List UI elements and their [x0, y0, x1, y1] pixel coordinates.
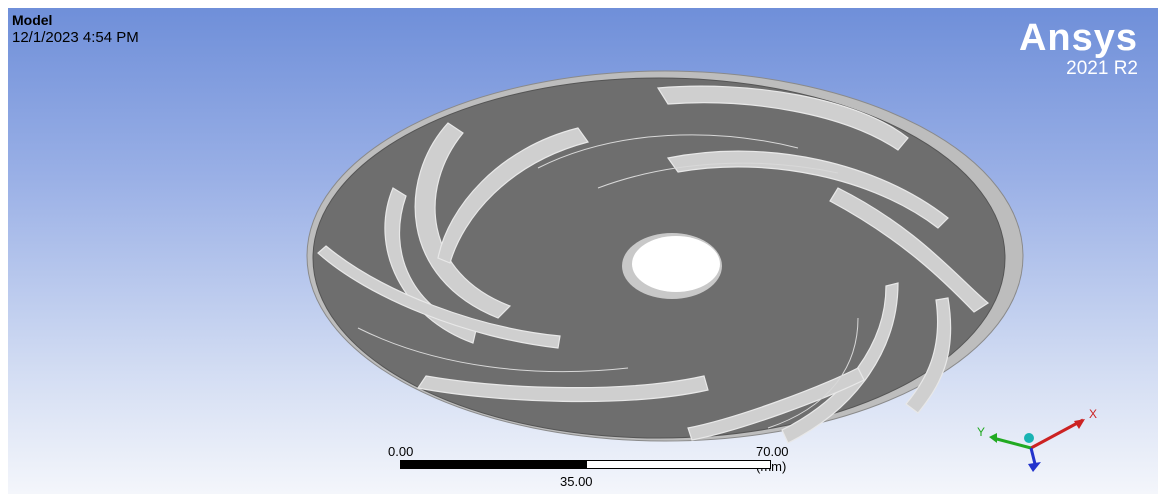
blade-7 — [666, 150, 949, 229]
model-title: Model — [12, 12, 53, 28]
hub-hole — [632, 236, 720, 292]
blade-9 — [781, 282, 899, 444]
coordinate-triad[interactable]: X Y — [973, 396, 1113, 476]
triad-x-label: X — [1089, 407, 1097, 421]
brand-version: 2021 R2 — [1066, 58, 1138, 79]
blade-5 — [317, 245, 561, 349]
blade-2 — [414, 122, 512, 319]
blade-6 — [416, 375, 709, 403]
triad-y-label: Y — [977, 425, 985, 439]
scale-end-label: 70.00 (mm) — [756, 444, 789, 474]
scale-bar: 0.00 70.00 (mm) 35.00 — [388, 444, 808, 494]
triad-origin — [1024, 433, 1034, 443]
brand-name: Ansys — [1018, 17, 1138, 59]
blade-4 — [437, 127, 589, 264]
blade-8 — [829, 187, 990, 313]
scale-segment-light — [586, 460, 771, 469]
graphics-viewport[interactable]: Model 12/1/2023 4:54 PM Ansys 2021 R2 — [8, 8, 1158, 494]
ansys-logo: Ansys 2021 R2 — [1019, 18, 1138, 80]
impeller-model[interactable] — [298, 68, 1058, 458]
scale-mid-label: 35.00 — [560, 474, 593, 489]
blade-11 — [687, 367, 865, 441]
blade-1 — [656, 85, 909, 151]
model-timestamp: 12/1/2023 4:54 PM — [12, 29, 139, 46]
scale-start-label: 0.00 — [388, 444, 414, 459]
scale-segment-dark — [400, 460, 586, 469]
blade-10 — [905, 297, 952, 414]
